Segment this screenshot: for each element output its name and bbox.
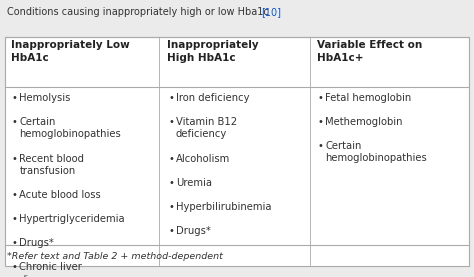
Text: *Refer text and Table 2 + method-dependent: *Refer text and Table 2 + method-depende…	[7, 252, 223, 261]
Text: Hyperbilirubinemia: Hyperbilirubinemia	[176, 202, 271, 212]
Text: Variable Effect on
HbA1c+: Variable Effect on HbA1c+	[317, 40, 422, 63]
Text: •: •	[168, 202, 174, 212]
Text: •: •	[12, 238, 18, 248]
Text: •: •	[168, 117, 174, 127]
Text: Recent blood
transfusion: Recent blood transfusion	[19, 153, 84, 176]
Text: •: •	[12, 117, 18, 127]
FancyBboxPatch shape	[5, 37, 469, 266]
Text: •: •	[318, 117, 323, 127]
Text: •: •	[12, 262, 18, 273]
Text: Conditions causing inappropriately high or low Hba1c: Conditions causing inappropriately high …	[7, 7, 269, 17]
Text: •: •	[12, 190, 18, 200]
Text: [10]: [10]	[261, 7, 281, 17]
Text: •: •	[168, 178, 174, 188]
Text: Certain
hemoglobinopathies: Certain hemoglobinopathies	[325, 141, 427, 163]
Text: •: •	[12, 153, 18, 163]
Text: Drugs*: Drugs*	[19, 238, 55, 248]
Text: •: •	[12, 93, 18, 103]
Text: Fetal hemoglobin: Fetal hemoglobin	[325, 93, 411, 103]
Text: Inappropriately
High HbA1c: Inappropriately High HbA1c	[167, 40, 259, 63]
Text: Methemoglobin: Methemoglobin	[325, 117, 403, 127]
Text: Drugs*: Drugs*	[176, 226, 211, 236]
Text: •: •	[168, 93, 174, 103]
Text: •: •	[12, 214, 18, 224]
Text: Alcoholism: Alcoholism	[176, 153, 230, 163]
Text: Iron deficiency: Iron deficiency	[176, 93, 249, 103]
Text: Uremia: Uremia	[176, 178, 212, 188]
Text: Hemolysis: Hemolysis	[19, 93, 71, 103]
Text: Vitamin B12
deficiency: Vitamin B12 deficiency	[176, 117, 237, 139]
Text: Hypertriglyceridemia: Hypertriglyceridemia	[19, 214, 125, 224]
Text: •: •	[168, 153, 174, 163]
Text: Certain
hemoglobinopathies: Certain hemoglobinopathies	[19, 117, 121, 139]
Text: •: •	[318, 141, 323, 151]
Text: •: •	[168, 226, 174, 236]
Text: Acute blood loss: Acute blood loss	[19, 190, 101, 200]
Text: Inappropriately Low
HbA1c: Inappropriately Low HbA1c	[11, 40, 130, 63]
Text: •: •	[318, 93, 323, 103]
Text: Chronic liver
disease: Chronic liver disease	[19, 262, 82, 277]
